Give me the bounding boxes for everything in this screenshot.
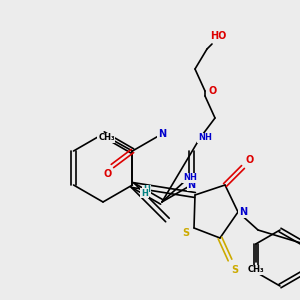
Text: H: H bbox=[143, 185, 150, 194]
Text: O: O bbox=[209, 86, 217, 96]
Text: N: N bbox=[239, 207, 247, 217]
Text: O: O bbox=[103, 169, 112, 179]
Text: N: N bbox=[158, 129, 166, 139]
Text: CH₃: CH₃ bbox=[248, 266, 264, 274]
Text: NH: NH bbox=[198, 134, 212, 142]
Text: N: N bbox=[187, 180, 195, 190]
Text: CH₃: CH₃ bbox=[98, 134, 115, 142]
Text: NH: NH bbox=[183, 173, 197, 182]
Text: O: O bbox=[246, 155, 254, 165]
Text: S: S bbox=[182, 228, 190, 238]
Text: HO: HO bbox=[210, 31, 226, 41]
Text: H: H bbox=[141, 188, 148, 197]
Text: S: S bbox=[231, 265, 239, 275]
